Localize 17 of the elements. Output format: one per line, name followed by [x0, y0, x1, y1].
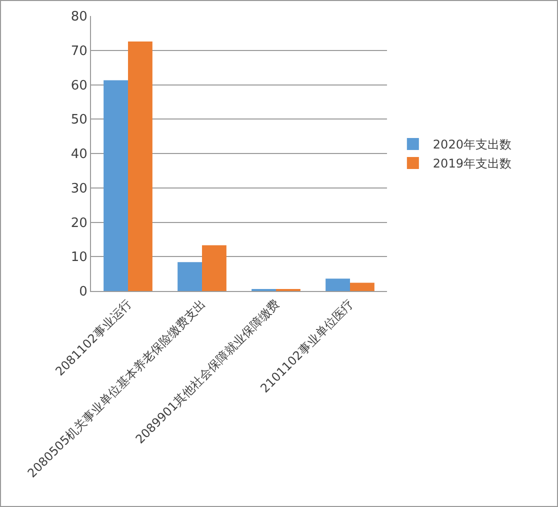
- legend-label: 2020年支出数: [432, 138, 512, 152]
- bar: [104, 80, 128, 291]
- y-tick-label: 70: [70, 44, 88, 59]
- y-tick-label: 40: [70, 147, 88, 162]
- bar: [202, 245, 226, 291]
- y-tick-label: 30: [70, 181, 88, 196]
- bar: [128, 41, 152, 291]
- y-tick-label: 60: [70, 78, 88, 94]
- bar: [326, 278, 350, 291]
- y-tick-label: 10: [70, 250, 88, 266]
- y-tick-label: 80: [70, 10, 88, 25]
- legend-label: 2019年支出数: [432, 156, 512, 171]
- y-tick-label: 0: [79, 284, 88, 300]
- bar: [178, 262, 202, 291]
- bar: [350, 282, 374, 291]
- y-tick-label: 50: [70, 112, 88, 128]
- y-tick-label: 20: [70, 216, 88, 231]
